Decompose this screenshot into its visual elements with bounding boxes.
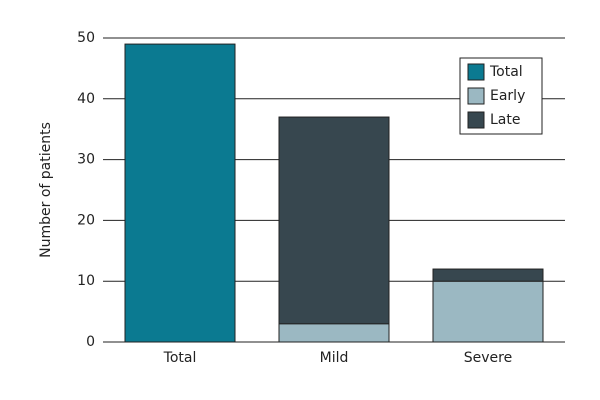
y-tick-label: 30 (77, 152, 95, 168)
bar-segment (432, 280, 544, 343)
x-tick-label: Severe (464, 350, 512, 366)
bar-segment (278, 116, 390, 325)
legend-swatch (467, 63, 485, 81)
x-tick-label: Mild (320, 350, 349, 366)
bar-segment (278, 323, 390, 343)
legend-swatch (467, 111, 485, 129)
y-tick-label: 40 (77, 91, 95, 107)
y-tick-label: 0 (86, 334, 95, 350)
y-tick-label: 20 (77, 212, 95, 228)
y-tick-label: 10 (77, 273, 95, 289)
x-tick-label: Total (163, 350, 197, 366)
bar-segment (124, 43, 236, 343)
y-tick-label: 50 (77, 30, 95, 46)
legend-label: Early (490, 88, 525, 104)
bar-segment (432, 268, 544, 282)
y-axis-label: Number of patients (38, 122, 54, 258)
legend-label: Late (490, 112, 520, 128)
legend-swatch (467, 87, 485, 105)
legend-label: Total (489, 64, 523, 80)
